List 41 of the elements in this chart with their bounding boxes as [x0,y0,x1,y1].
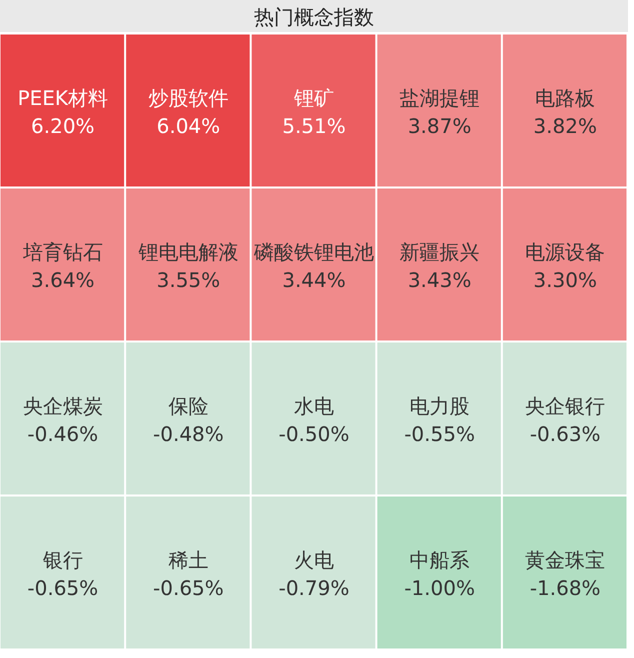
category-label: 锂电电解液 [137,240,238,264]
data-label: 6.20% [31,114,95,138]
category-label: 水电 [294,394,334,418]
category-label: 稀土 [168,548,208,572]
data-label: -0.55% [404,422,475,446]
data-label: 3.30% [533,268,597,292]
text: 热门概念指数 [254,5,374,29]
category-label: 新疆振兴 [400,240,480,264]
category-label: 培育钻石 [22,240,103,264]
data-label: 5.51% [282,114,346,138]
category-label: 保险 [168,394,208,418]
data-label: 6.04% [156,114,220,138]
data-label: -1.00% [404,576,475,600]
data-label: -0.65% [153,576,224,600]
category-label: 中船系 [410,548,470,572]
data-label: -1.68% [530,576,601,600]
data-label: 3.55% [156,268,220,292]
data-label: -0.65% [27,576,98,600]
data-label: 3.87% [408,114,472,138]
category-label: 电路板 [535,86,596,110]
category-label: 银行 [42,548,83,572]
data-label: 3.82% [533,114,597,138]
category-label: 炒股软件 [148,86,228,110]
category-label: 黄金珠宝 [525,548,606,572]
category-label: 火电 [294,548,334,572]
category-label: 磷酸铁锂电池 [253,240,374,264]
category-label: 央企煤炭 [22,394,103,418]
category-label: 电源设备 [525,240,606,264]
data-label: 3.64% [31,268,95,292]
data-label: 3.43% [408,268,472,292]
category-label: 锂矿 [293,86,334,110]
data-label: -0.46% [27,422,98,446]
data-label: -0.79% [278,576,350,600]
category-label: PEEK材料 [18,86,108,110]
category-label: 电力股 [410,394,470,418]
category-label: 盐湖提锂 [400,86,480,110]
category-label: 央企银行 [525,394,606,418]
data-label: -0.50% [278,422,350,446]
data-label: -0.63% [530,422,601,446]
data-label: -0.48% [153,422,224,446]
data-label: 3.44% [282,268,346,292]
